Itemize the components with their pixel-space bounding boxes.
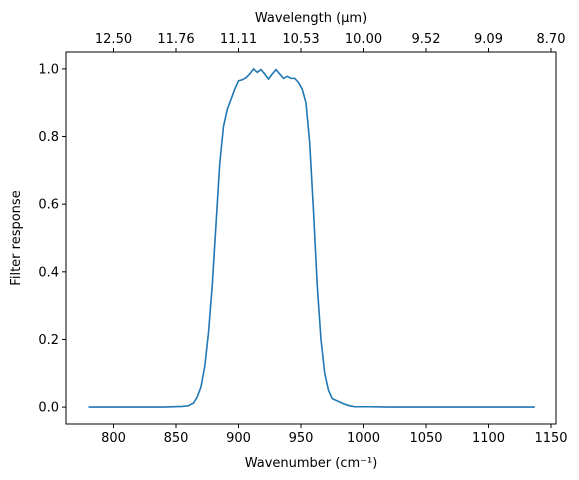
top-tick-label: 12.50: [95, 32, 132, 47]
top-tick-label: 8.70: [537, 32, 566, 47]
x-tick-label: 900: [226, 431, 251, 446]
top-tick-label: 11.76: [157, 32, 194, 47]
top-axis-label: Wavelength (μm): [255, 11, 367, 26]
x-tick-label: 1000: [347, 431, 380, 446]
series-line-filter-response: [88, 67, 535, 408]
plot-frame: [65, 51, 557, 425]
x-tick-label: 1100: [472, 431, 505, 446]
y-axis-label: Filter response: [9, 190, 24, 285]
x-tick-label: 1050: [409, 431, 442, 446]
top-tick-label: 9.09: [474, 32, 503, 47]
y-axis: 0.0 0.2 0.4 0.6 0.8 1.0: [38, 62, 66, 416]
x-tick-label: 850: [164, 431, 189, 446]
top-tick-label: 10.00: [345, 32, 382, 47]
x-tick-label: 1150: [534, 431, 567, 446]
top-tick-label: 11.11: [220, 32, 257, 47]
y-tick-label: 0.0: [38, 401, 59, 416]
top-tick-label: 9.52: [412, 32, 441, 47]
y-tick-label: 0.6: [38, 198, 59, 213]
x-tick-label: 950: [289, 431, 314, 446]
x-axis-label: Wavenumber (cm⁻¹): [245, 456, 378, 471]
y-tick-label: 0.8: [38, 130, 59, 145]
y-tick-label: 0.4: [38, 265, 59, 280]
x-axis-top: 12.50 11.76 11.11 10.53 10.00 9.52 9.09 8.70: [95, 32, 566, 52]
top-tick-label: 10.53: [282, 32, 319, 47]
x-axis-bottom: 800 850 900 950 1000 1050 1100 1150: [101, 424, 568, 446]
x-tick-label: 800: [101, 431, 126, 446]
y-tick-label: 0.2: [38, 333, 59, 348]
y-tick-label: 1.0: [38, 62, 59, 77]
